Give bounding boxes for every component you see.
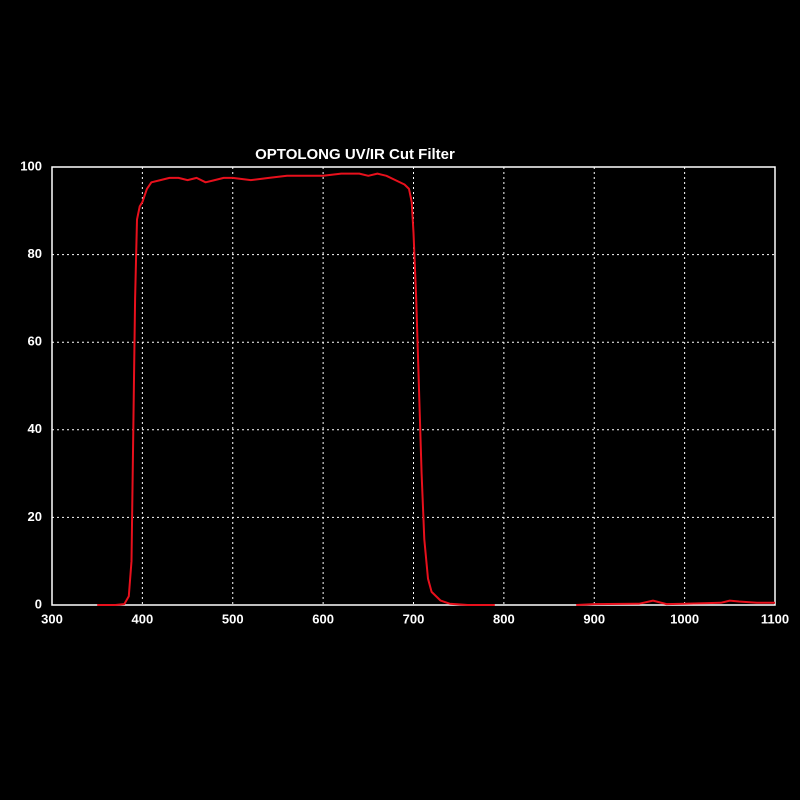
- y-tick-label: 80: [28, 246, 42, 261]
- y-tick-label: 0: [35, 596, 42, 611]
- x-tick-label: 400: [132, 611, 154, 626]
- transmission-line: [97, 172, 775, 606]
- plot-frame: [51, 166, 776, 606]
- chart-title: OPTOLONG UV/IR Cut Filter: [255, 146, 455, 163]
- x-tick-label: 900: [583, 611, 605, 626]
- x-tick-label: 1100: [761, 611, 789, 626]
- x-tick-label: 600: [312, 611, 334, 626]
- x-tick-label: 300: [41, 611, 63, 626]
- y-tick-label: 20: [28, 509, 42, 524]
- x-tick-label: 800: [493, 611, 515, 626]
- x-tick-label: 500: [222, 611, 244, 626]
- y-tick-label: 40: [28, 421, 42, 436]
- x-tick-label: 700: [403, 611, 425, 626]
- x-tick-label: 1000: [670, 611, 699, 626]
- y-tick-label: 60: [28, 334, 42, 349]
- y-tick-label: 100: [20, 158, 42, 173]
